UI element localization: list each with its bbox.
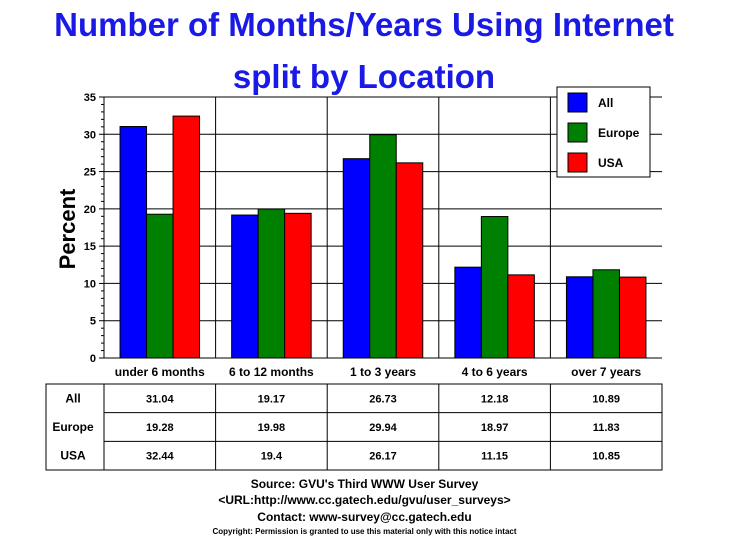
- bar-europe: [592, 269, 620, 359]
- y-axis-label: Percent: [55, 188, 80, 269]
- y-tick-label: 10: [84, 278, 96, 290]
- legend-swatch: [567, 122, 588, 143]
- bar-usa: [284, 212, 312, 359]
- bar-all: [565, 276, 594, 359]
- bar-europe: [480, 216, 509, 359]
- bar-all: [231, 214, 259, 359]
- bar-all: [342, 158, 371, 359]
- x-tick-label: 6 to 12 months: [229, 365, 314, 379]
- table-row-label: All: [65, 391, 80, 405]
- table-cell: 12.18: [481, 393, 509, 405]
- table-cell: 10.85: [592, 451, 620, 463]
- bar-usa: [395, 162, 424, 359]
- bar-usa: [618, 276, 647, 359]
- legend-label: USA: [598, 156, 624, 170]
- bar-europe: [369, 134, 397, 359]
- table-cell: 29.94: [369, 422, 397, 434]
- bars: [119, 115, 647, 359]
- table-cell: 19.98: [258, 422, 286, 434]
- table-cell: 19.4: [261, 451, 283, 463]
- bar-chart: Number of Months/Years Using Internet sp…: [45, 6, 674, 471]
- source-note: Source: GVU's Third WWW User Survey: [250, 477, 479, 491]
- table-cell: 32.44: [146, 451, 174, 463]
- y-tick-label: 30: [84, 129, 96, 141]
- axes: 0 5 10 15 20 25 30 35: [84, 92, 662, 365]
- x-tick-label: 4 to 6 years: [462, 365, 528, 379]
- table-cell: 11.15: [481, 451, 508, 463]
- bar-usa: [172, 115, 201, 359]
- legend-label: All: [598, 96, 613, 110]
- bar-all: [454, 266, 482, 359]
- table-cell: 19.28: [146, 422, 174, 434]
- table-cell: 19.17: [258, 393, 286, 405]
- contact-note: Contact: www-survey@cc.gatech.edu: [257, 510, 472, 524]
- bar-all: [119, 126, 148, 359]
- table-border: [45, 383, 663, 471]
- bar-europe: [146, 213, 174, 359]
- x-tick-labels: under 6 months 6 to 12 months 1 to 3 years…: [115, 365, 642, 379]
- legend-swatch: [567, 152, 588, 173]
- y-tick-label: 25: [84, 167, 96, 179]
- chart-subtitle: split by Location: [233, 58, 495, 95]
- table-cell: 11.83: [593, 422, 620, 434]
- y-tick-label: 15: [84, 241, 96, 253]
- data-table: All 31.04 19.17 26.73 12.18 10.89 Europe 19.28 1…: [45, 383, 663, 471]
- legend-swatch: [567, 92, 588, 113]
- y-tick-label: 20: [84, 204, 96, 216]
- table-cell: 26.17: [369, 451, 397, 463]
- table-row-label: Europe: [52, 420, 94, 434]
- table-cell: 10.89: [592, 393, 620, 405]
- y-tick-label: 5: [90, 316, 96, 328]
- source-url: <URL:http://www.cc.gatech.edu/gvu/user_s…: [218, 493, 511, 507]
- bar-usa: [507, 274, 535, 359]
- copyright-note: Copyright: Permission is granted to use …: [212, 527, 517, 536]
- bar-europe: [257, 208, 286, 359]
- table-cell: 31.04: [146, 393, 174, 405]
- chart-title: Number of Months/Years Using Internet: [54, 6, 674, 43]
- x-tick-label: 1 to 3 years: [350, 365, 416, 379]
- table-cell: 18.97: [481, 422, 509, 434]
- table-row-label: USA: [60, 449, 86, 463]
- y-tick-label: 0: [90, 353, 96, 365]
- legend: All Europe USA: [556, 86, 651, 178]
- x-tick-label: over 7 years: [571, 365, 641, 379]
- x-tick-label: under 6 months: [115, 365, 205, 379]
- legend-label: Europe: [598, 126, 640, 140]
- table-cell: 26.73: [369, 393, 397, 405]
- y-tick-label: 35: [84, 92, 96, 104]
